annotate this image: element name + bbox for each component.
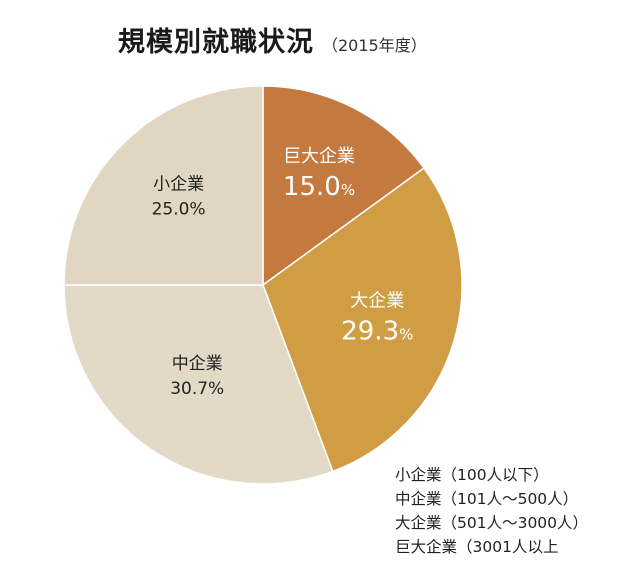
pie-slice-medium [63,284,334,485]
slice-label-medium: 中企業 [172,354,223,374]
slice-label-large: 大企業 [350,290,404,311]
slice-value-small: 25.0% [152,200,206,220]
size-definition-small: 小企業（100人以下） [395,466,549,484]
slice-label-small: 小企業 [153,175,204,195]
chart-title: 規模別就職状況 [118,27,314,58]
pie-labels: 巨大企業 15.0% 大企業 29.3% 中企業 30.7% 小企業 25.0% [152,146,414,399]
pie-slice-huge [262,85,426,287]
chart-subtitle: （2015年度） [322,36,427,55]
size-definitions: 小企業（100人以下） 中企業（101人～500人） 大企業（501人～3000… [395,463,588,559]
chart-title-row: 規模別就職状況 （2015年度） [118,20,427,64]
slice-value-large: 29.3% [341,316,413,346]
pie-slice-small [63,85,264,286]
pie-slices [63,85,463,485]
size-definition-large: 大企業（501人～3000人） [395,514,589,532]
size-definition-huge: 巨大企業（3001人以上 [395,538,559,556]
slice-value-huge: 15.0% [283,172,355,202]
slice-label-huge: 巨大企業 [283,146,355,167]
slice-value-medium: 30.7% [170,379,224,399]
size-definition-medium: 中企業（101人～500人） [395,490,579,508]
pie-slice-large [262,166,463,473]
